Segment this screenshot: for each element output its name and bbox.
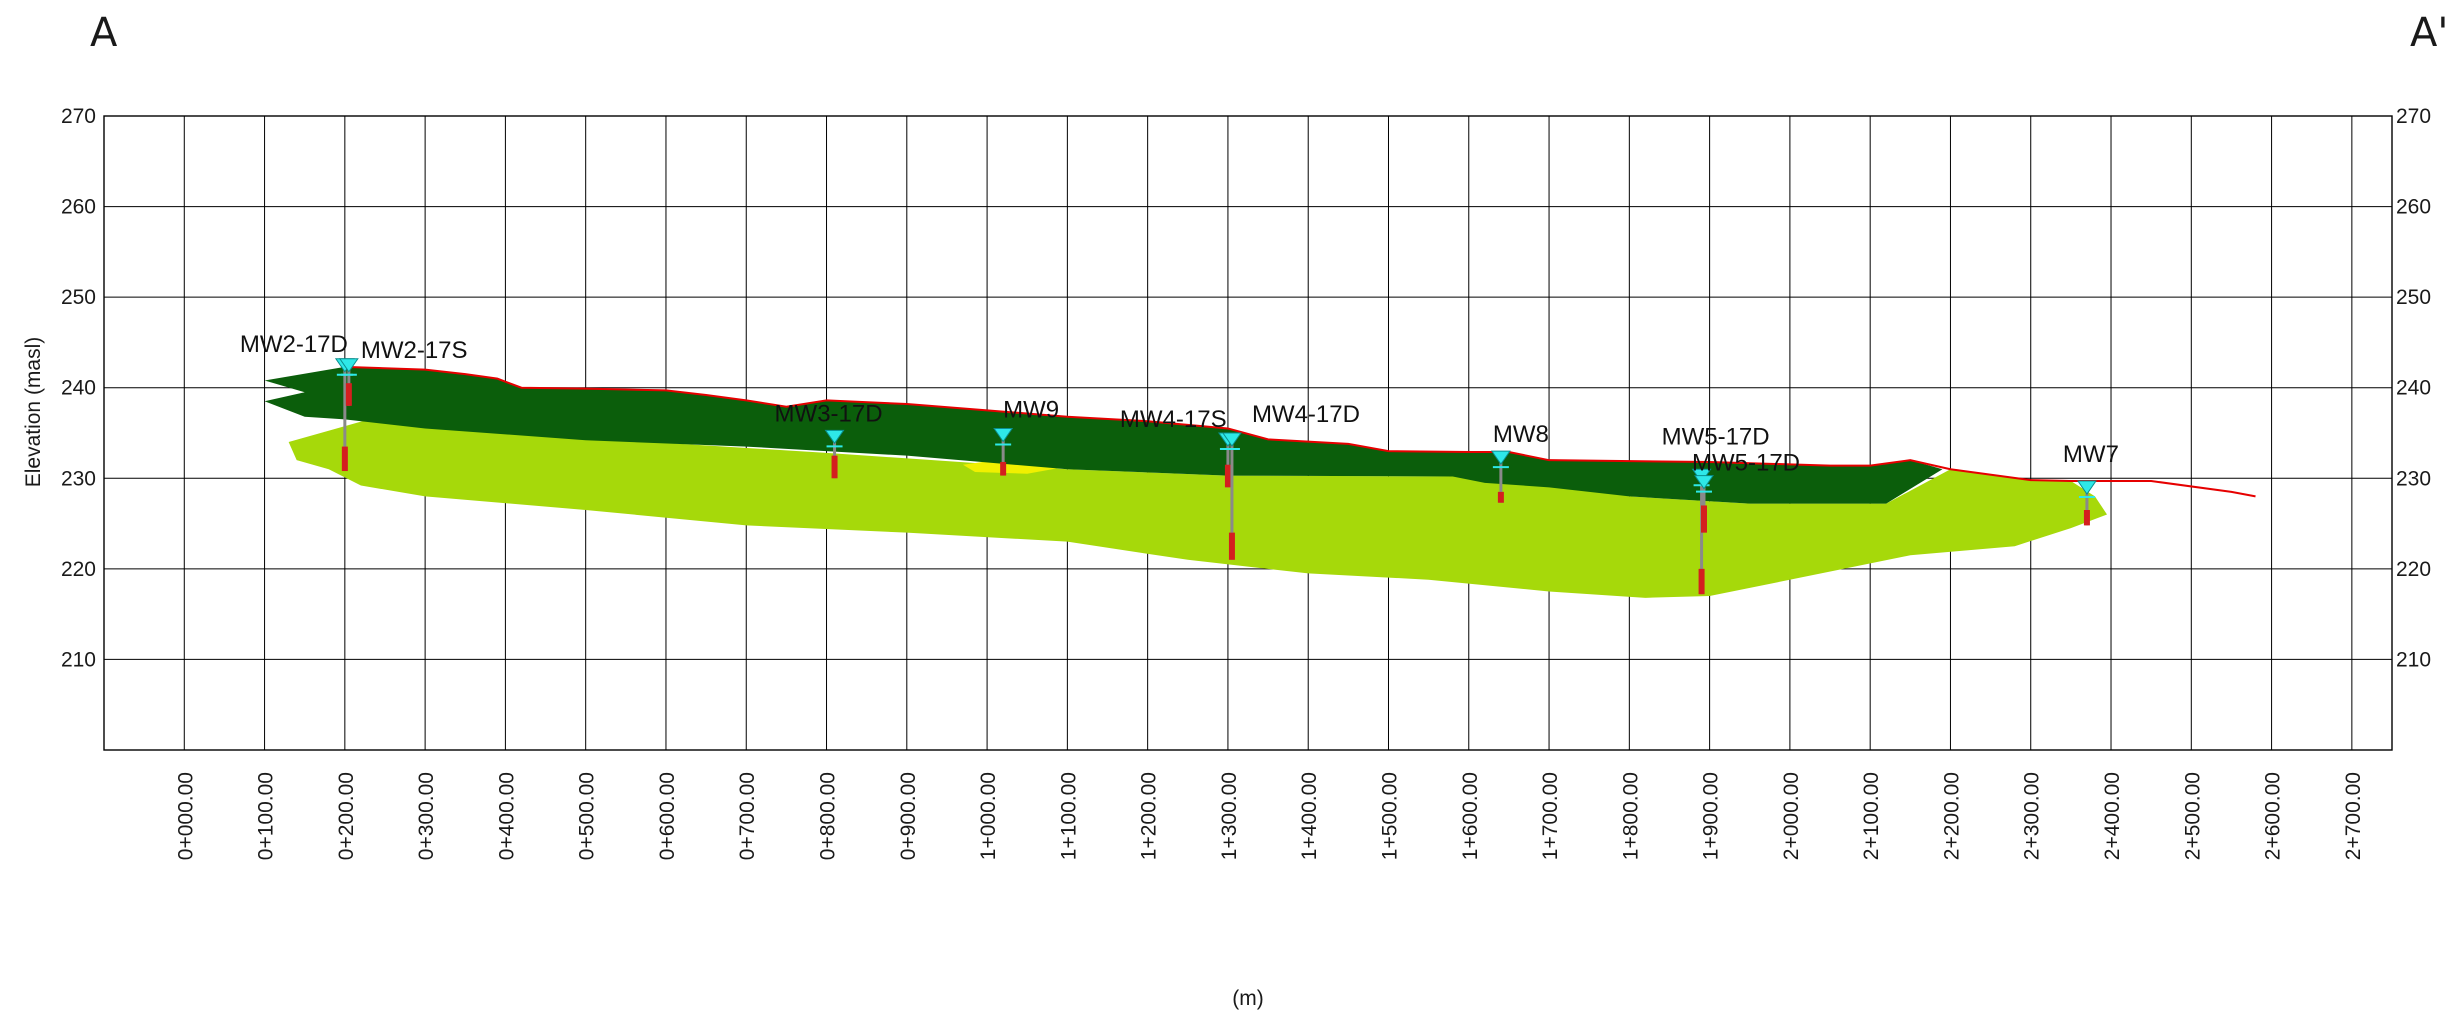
y-tick-label-left: 240 (61, 377, 96, 400)
well-mw5-17d: MW5-17D (1662, 423, 1770, 595)
x-tick-label: 0+600.00 (656, 772, 679, 860)
water-level-marker (824, 429, 845, 445)
lower-layer (288, 419, 2108, 598)
well-mw4-17d: MW4-17D (1221, 401, 1360, 560)
y-tick-label-left: 230 (61, 467, 96, 490)
well-label: MW4-17S (1120, 406, 1227, 433)
well-mw7: MW7 (2063, 441, 2119, 526)
x-tick-label: 1+000.00 (977, 772, 1000, 860)
y-tick-label-right: 210 (2396, 648, 2431, 671)
x-tick-label: 0+000.00 (174, 772, 197, 860)
y-tick-label-right: 240 (2396, 377, 2431, 400)
x-tick-label: 2+000.00 (1780, 772, 1803, 860)
x-tick-label: 1+100.00 (1057, 772, 1080, 860)
y-tick-label-right: 270 (2396, 105, 2431, 128)
x-tick-label: 1+200.00 (1138, 772, 1161, 860)
well-label: MW5-17D (1692, 450, 1800, 477)
y-tick-label-left: 220 (61, 558, 96, 581)
well-mw5-17d: MW5-17D (1692, 450, 1800, 533)
ground-surface-line (344, 365, 2256, 498)
x-tick-label: 0+700.00 (736, 772, 759, 860)
x-tick-label: 1+400.00 (1298, 772, 1321, 860)
x-tick-label: 0+800.00 (817, 772, 840, 860)
well-label: MW7 (2063, 441, 2119, 468)
x-tick-label: 2+300.00 (2021, 772, 2044, 860)
sand-lens (963, 460, 1068, 474)
well-label: MW2-17D (240, 331, 348, 358)
x-tick-label: 0+500.00 (576, 772, 599, 860)
x-axis-label: (m) (1232, 987, 1263, 1010)
x-tick-label: 2+600.00 (2262, 772, 2285, 860)
y-tick-label-left: 260 (61, 196, 96, 219)
x-tick-label: 1+500.00 (1378, 772, 1401, 860)
geology-layers (264, 365, 2256, 598)
x-tick-label: 1+700.00 (1539, 772, 1562, 860)
y-axis-label: Elevation (masl) (22, 337, 45, 488)
y-tick-label-left: 250 (61, 286, 96, 309)
y-tick-label-right: 250 (2396, 286, 2431, 309)
water-level-marker (1490, 450, 1511, 466)
section-start-label: A (90, 10, 118, 56)
well-mw9: MW9 (993, 397, 1059, 476)
y-tick-label-left: 210 (61, 648, 96, 671)
x-tick-label: 0+900.00 (897, 772, 920, 860)
well-mw2-17d: MW2-17D (240, 331, 355, 472)
x-tick-label: 0+200.00 (335, 772, 358, 860)
well-label: MW4-17D (1252, 401, 1360, 428)
well-label: MW3-17D (775, 400, 883, 427)
upper-layer (264, 366, 1943, 504)
x-tick-label: 1+300.00 (1218, 772, 1241, 860)
x-tick-labels: 0+000.00 0+100.00 0+200.00 0+300.00 0+400.00… (174, 772, 2365, 860)
section-end-label: A' (2410, 10, 2449, 56)
well-label: MW9 (1003, 397, 1059, 424)
water-level-marker (1221, 432, 1242, 447)
x-tick-label: 0+400.00 (495, 772, 518, 860)
well-label: MW8 (1493, 421, 1549, 448)
x-tick-label: 0+100.00 (255, 772, 278, 860)
well-label: MW2-17S (361, 337, 468, 364)
x-tick-label: 1+600.00 (1459, 772, 1482, 860)
water-level-marker (338, 358, 359, 373)
y-tick-labels: 210 210 220 220 230 230 240 240 250 250 260 260 270 2… (61, 105, 2431, 671)
well-mw8: MW8 (1490, 421, 1549, 503)
x-tick-label: 2+200.00 (1940, 772, 1963, 860)
y-tick-label-right: 220 (2396, 558, 2431, 581)
y-tick-label-right: 260 (2396, 196, 2431, 219)
x-tick-label: 2+400.00 (2101, 772, 2124, 860)
x-tick-label: 0+300.00 (415, 772, 438, 860)
well-mw2-17s: MW2-17S (338, 337, 468, 406)
well-mw3-17d: MW3-17D (775, 400, 883, 479)
x-tick-label: 1+900.00 (1700, 772, 1723, 860)
water-level-marker (1694, 475, 1714, 490)
water-level-marker (2076, 480, 2097, 495)
water-level-marker (993, 428, 1014, 443)
monitoring-wells: MW2-17D MW2-17S MW3-17D MW9 MW4-17S MW4-17D MW… (240, 331, 2119, 595)
x-tick-label: 1+800.00 (1619, 772, 1642, 860)
x-tick-label: 2+100.00 (1860, 772, 1883, 860)
y-tick-label-left: 270 (61, 105, 96, 128)
well-mw4-17s: MW4-17S (1120, 406, 1238, 488)
y-tick-label-right: 230 (2396, 467, 2431, 490)
x-tick-label: 2+500.00 (2181, 772, 2204, 860)
x-tick-label: 2+700.00 (2342, 772, 2365, 860)
well-label: MW5-17D (1662, 423, 1770, 450)
